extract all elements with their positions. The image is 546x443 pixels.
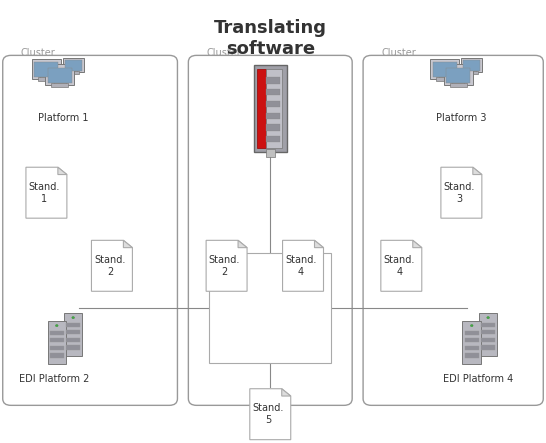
FancyBboxPatch shape [63,58,84,73]
Text: Platform 1: Platform 1 [38,113,88,123]
FancyBboxPatch shape [34,62,58,77]
FancyBboxPatch shape [266,136,280,143]
Circle shape [471,325,473,326]
Polygon shape [26,167,67,218]
Text: Translating
software: Translating software [214,19,327,58]
FancyBboxPatch shape [51,83,68,87]
FancyBboxPatch shape [479,313,497,356]
FancyBboxPatch shape [48,321,66,364]
FancyBboxPatch shape [67,71,79,74]
FancyBboxPatch shape [481,323,495,327]
FancyBboxPatch shape [266,101,280,107]
Circle shape [487,317,489,319]
Polygon shape [413,240,422,248]
FancyBboxPatch shape [50,346,64,350]
FancyBboxPatch shape [64,60,82,70]
Polygon shape [238,240,247,248]
FancyBboxPatch shape [66,323,80,327]
Text: Stand.
4: Stand. 4 [286,255,317,276]
FancyBboxPatch shape [467,69,476,72]
FancyBboxPatch shape [64,313,82,356]
FancyBboxPatch shape [481,346,495,350]
Text: EDI Platform 4: EDI Platform 4 [443,374,513,385]
FancyBboxPatch shape [439,75,450,79]
Polygon shape [91,240,132,291]
Text: EDI Platform 2: EDI Platform 2 [20,374,90,385]
FancyBboxPatch shape [54,81,66,85]
FancyBboxPatch shape [266,89,280,95]
FancyBboxPatch shape [465,330,479,335]
FancyBboxPatch shape [461,58,482,73]
Text: Stand.
4: Stand. 4 [384,255,415,276]
FancyBboxPatch shape [481,330,495,334]
FancyBboxPatch shape [444,65,473,85]
Polygon shape [314,240,323,248]
FancyBboxPatch shape [446,68,471,82]
FancyBboxPatch shape [69,69,78,72]
Polygon shape [441,167,482,218]
FancyBboxPatch shape [32,58,61,79]
FancyBboxPatch shape [40,75,52,79]
Polygon shape [282,389,290,396]
FancyBboxPatch shape [45,65,74,85]
FancyBboxPatch shape [452,81,464,85]
FancyBboxPatch shape [66,338,80,342]
FancyBboxPatch shape [430,58,459,79]
Text: Stand.
1: Stand. 1 [29,182,60,203]
FancyBboxPatch shape [466,71,478,74]
FancyBboxPatch shape [465,354,479,358]
FancyBboxPatch shape [266,149,275,157]
Circle shape [72,317,74,319]
Polygon shape [283,240,323,291]
FancyBboxPatch shape [432,62,457,77]
Text: Stand.
5: Stand. 5 [253,404,284,425]
Text: Cluster: Cluster [21,48,56,58]
FancyBboxPatch shape [253,65,287,152]
Text: Cluster: Cluster [381,48,416,58]
Text: Stand.
2: Stand. 2 [94,255,126,276]
FancyBboxPatch shape [436,78,453,81]
Polygon shape [58,167,67,175]
Polygon shape [206,240,247,291]
FancyBboxPatch shape [465,346,479,350]
FancyBboxPatch shape [209,253,331,363]
FancyBboxPatch shape [50,330,64,335]
FancyBboxPatch shape [449,83,467,87]
FancyBboxPatch shape [66,330,80,334]
Circle shape [56,325,58,326]
Text: Platform 3: Platform 3 [436,113,486,123]
Polygon shape [123,240,132,248]
Text: Stand.
2: Stand. 2 [209,255,240,276]
FancyBboxPatch shape [463,60,480,70]
Polygon shape [250,389,290,439]
FancyBboxPatch shape [266,113,280,119]
FancyBboxPatch shape [66,346,80,350]
FancyBboxPatch shape [266,77,280,83]
FancyBboxPatch shape [257,70,266,148]
Text: Stand.
3: Stand. 3 [444,182,475,203]
FancyBboxPatch shape [265,70,282,148]
FancyBboxPatch shape [266,124,280,131]
Polygon shape [381,240,422,291]
FancyBboxPatch shape [462,321,481,364]
FancyBboxPatch shape [481,338,495,342]
FancyBboxPatch shape [48,68,72,82]
FancyBboxPatch shape [50,338,64,342]
Polygon shape [473,167,482,175]
Text: Cluster: Cluster [206,48,241,58]
FancyBboxPatch shape [38,78,55,81]
FancyBboxPatch shape [50,354,64,358]
FancyBboxPatch shape [465,338,479,342]
